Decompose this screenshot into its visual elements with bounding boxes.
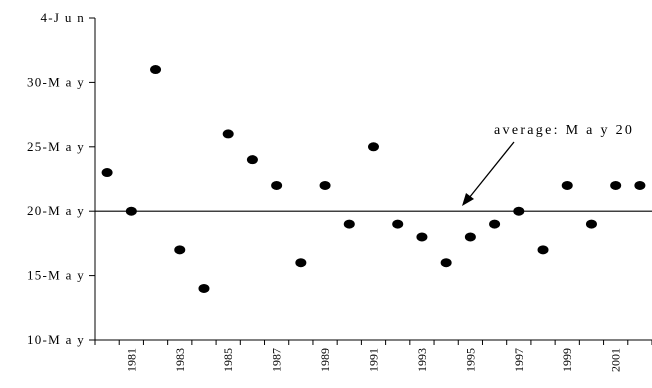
annotation-group: average: M a y 20 xyxy=(462,123,634,206)
data-point xyxy=(150,65,162,75)
x-tick-label: 1983 xyxy=(173,348,187,372)
x-tick-label: 1993 xyxy=(415,348,429,372)
y-tick-label: 10-M a y xyxy=(27,332,85,347)
x-tick-label: 1985 xyxy=(221,348,235,372)
x-tick-label: 1997 xyxy=(512,348,526,372)
data-point xyxy=(561,180,573,190)
data-point xyxy=(295,258,307,268)
data-point xyxy=(174,245,186,255)
data-point xyxy=(610,180,622,190)
data-point xyxy=(440,258,452,268)
data-point xyxy=(368,142,379,152)
data-point xyxy=(513,206,525,216)
data-point xyxy=(222,129,234,139)
x-tick-label: 1987 xyxy=(270,348,284,372)
y-tick-label: 15-M a y xyxy=(27,268,85,283)
data-point xyxy=(392,219,404,229)
data-point xyxy=(343,219,355,229)
x-tick-label: 2001 xyxy=(609,348,623,372)
data-point xyxy=(537,245,549,255)
annotation-arrow-shaft xyxy=(468,141,515,199)
data-point xyxy=(125,206,137,216)
x-tick-label: 1989 xyxy=(318,348,332,372)
data-point xyxy=(198,283,210,293)
data-point xyxy=(634,180,646,190)
annotation-arrow-head xyxy=(462,193,474,206)
data-point xyxy=(416,232,428,242)
data-point xyxy=(585,219,597,229)
data-point xyxy=(101,168,113,178)
data-point xyxy=(246,155,258,165)
data-point xyxy=(271,180,283,190)
y-tick-label: 20-M a y xyxy=(27,203,85,218)
y-tick-label: 25-M a y xyxy=(27,139,85,154)
data-points xyxy=(101,65,646,293)
y-tick-label: 4-J u n xyxy=(41,10,86,25)
x-tick-label: 1981 xyxy=(124,348,138,372)
axes: 10-M a y 15-M a y 20-M a y 25-M a y 30-M a y… xyxy=(27,10,652,372)
annotation-label: average: M a y 20 xyxy=(494,123,634,138)
data-point xyxy=(464,232,476,242)
data-point xyxy=(319,180,331,190)
x-tick-label: 1991 xyxy=(367,348,381,372)
y-tick-label: 30-M a y xyxy=(27,74,85,89)
data-point xyxy=(489,219,501,229)
x-tick-label: 1999 xyxy=(560,348,574,372)
x-tick-label: 1995 xyxy=(463,348,477,372)
